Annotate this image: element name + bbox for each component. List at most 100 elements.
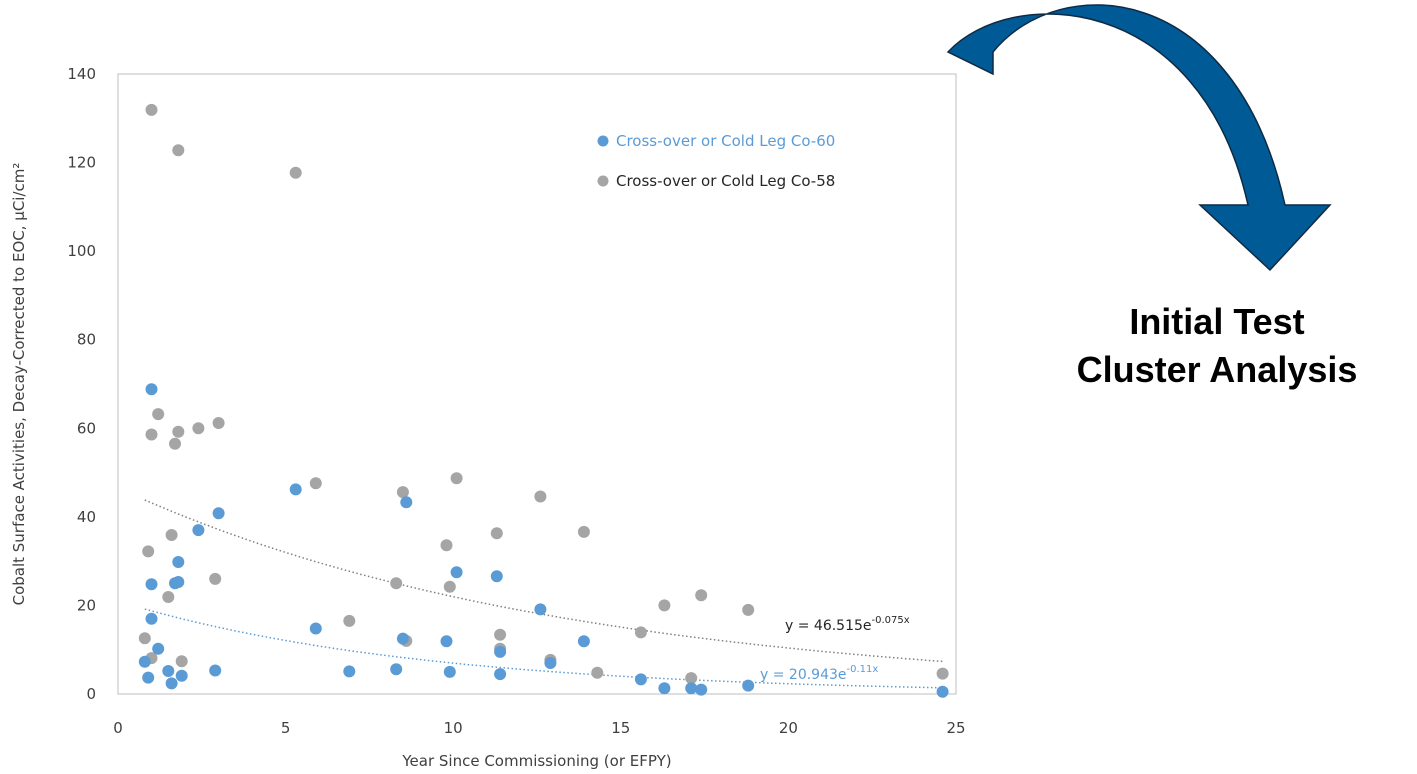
trendlines [144,499,943,689]
point-co58 [577,525,590,538]
x-tick-label: 20 [779,719,798,737]
y-tick-label: 80 [77,331,96,349]
point-co60 [175,669,188,682]
point-co58 [742,603,755,616]
y-axis-title: Cobalt Surface Activities, Decay-Correct… [10,163,28,606]
point-co58 [390,577,403,590]
point-co60 [152,642,165,655]
plot-area-frame [117,73,957,695]
point-co58 [162,591,175,603]
point-co60 [450,566,463,579]
x-tick-label: 5 [281,719,291,737]
point-co60 [142,671,155,684]
point-co58 [145,428,158,441]
point-co58 [145,103,158,116]
annotation-line-1: Initial Test [1129,301,1305,342]
legend: Cross-over or Cold Leg Co-60 Cross-over … [597,132,835,190]
point-co58 [695,589,708,602]
point-co58 [175,655,188,668]
point-co58 [138,632,151,645]
point-co60 [212,507,225,520]
x-tick-label: 25 [946,719,965,737]
legend-marker-co58 [597,175,609,187]
equation-co58-exponent: -0.075x [872,615,910,626]
y-tick-label: 40 [77,508,96,526]
equation-co60: y = 20.943e-0.11x [760,664,878,683]
x-axis-ticks: 0 5 10 15 20 25 [113,719,965,737]
point-co58 [172,425,185,438]
legend-label-co60: Cross-over or Cold Leg Co-60 [616,132,835,150]
trendline-series-0 [144,608,943,689]
y-axis-ticks: 0 20 40 60 80 100 120 140 [67,65,96,703]
point-co58 [658,599,671,612]
point-co60 [658,682,671,695]
point-co60 [634,673,647,686]
annotation-label: Initial Test Cluster Analysis [1022,298,1412,394]
point-co60 [742,679,755,692]
x-tick-label: 10 [444,719,463,737]
point-co58 [440,539,453,552]
point-co58 [152,408,165,421]
equation-co58: y = 46.515e-0.075x [785,615,910,634]
point-co60 [577,635,590,648]
point-co60 [162,665,175,677]
data-points [138,103,949,698]
y-tick-label: 0 [86,685,96,703]
point-co58 [490,527,503,540]
point-co58 [212,417,225,429]
point-co60 [390,663,403,676]
point-co58 [209,572,222,585]
point-co60 [172,576,185,588]
point-co58 [192,422,205,435]
point-co60 [343,665,356,678]
x-axis-title: Year Since Commissioning (or EFPY) [401,752,671,770]
point-co60 [936,685,949,698]
point-co60 [443,665,456,678]
y-tick-label: 60 [77,419,96,437]
point-co58 [634,626,647,639]
point-co58 [936,667,949,680]
point-co58 [685,672,698,685]
point-co58 [396,486,409,499]
point-co60 [534,603,547,616]
point-co58 [494,628,507,641]
trendline-series-1 [144,499,943,663]
equation-co58-base: y = 46.515e [785,618,872,634]
point-co60 [440,635,453,648]
point-co60 [490,570,503,583]
point-co60 [695,683,708,696]
point-co60 [145,578,158,591]
point-co60 [400,496,413,509]
point-co58 [172,144,185,157]
point-co60 [165,677,178,690]
legend-marker-co60 [597,135,609,147]
point-co60 [685,682,698,695]
point-co60 [145,383,158,396]
equation-co60-base: y = 20.943e [760,667,847,683]
point-co60 [396,632,409,645]
point-co58 [591,666,604,679]
point-co60 [289,483,302,496]
point-co58 [169,437,181,450]
point-co60 [172,556,185,568]
point-co60 [145,612,158,625]
y-tick-label: 100 [67,242,96,260]
point-co60 [192,524,205,537]
point-co60 [138,655,151,668]
point-co58 [309,477,322,490]
legend-label-co58: Cross-over or Cold Leg Co-58 [616,172,835,190]
x-tick-label: 0 [113,719,123,737]
point-co60 [209,664,222,677]
curved-arrow-icon [946,4,1332,272]
equation-co60-exponent: -0.11x [847,664,879,675]
point-co58 [443,580,456,593]
point-co58 [142,545,155,558]
point-co58 [343,614,356,627]
y-tick-label: 20 [77,596,96,614]
y-tick-label: 120 [67,154,96,172]
point-co60 [544,657,557,669]
point-co60 [494,645,507,658]
point-co60 [494,668,507,681]
point-co60 [309,622,322,635]
